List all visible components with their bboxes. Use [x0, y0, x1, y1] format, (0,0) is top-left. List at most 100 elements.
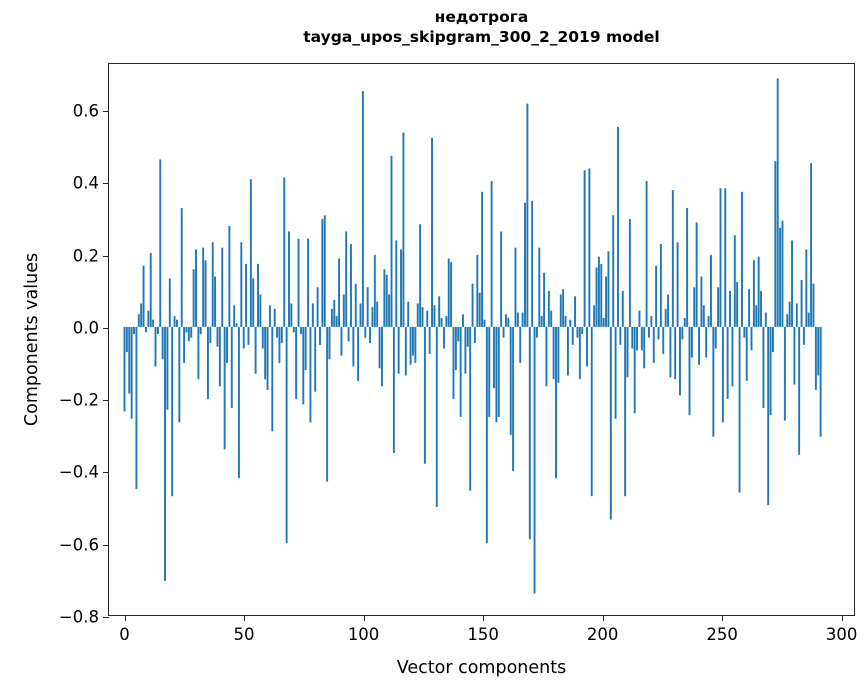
bar — [326, 326, 329, 482]
bar — [402, 132, 405, 327]
x-tick-label: 50 — [233, 625, 255, 644]
x-tick-label: 250 — [706, 625, 738, 644]
x-tick-mark — [483, 615, 485, 621]
bar — [390, 155, 393, 327]
bar — [717, 287, 720, 327]
bar — [180, 208, 183, 327]
bar — [145, 326, 147, 333]
bar — [795, 303, 798, 327]
bar — [674, 326, 677, 380]
x-tick-mark — [722, 615, 724, 621]
bar — [633, 326, 636, 414]
bar — [767, 326, 770, 506]
bar — [369, 326, 371, 344]
bar — [574, 296, 577, 327]
bar — [428, 326, 431, 354]
bar — [650, 316, 653, 327]
bar — [731, 326, 734, 387]
bar — [555, 326, 557, 479]
y-tick-mark — [103, 617, 109, 618]
bar — [378, 326, 381, 369]
bar — [476, 254, 479, 327]
bar — [469, 326, 472, 491]
bar — [237, 326, 240, 479]
bar — [683, 317, 686, 327]
bar — [395, 240, 398, 327]
bar — [688, 326, 691, 416]
bar — [814, 326, 817, 390]
y-tick-label: −0.6 — [58, 535, 99, 555]
bar — [512, 326, 515, 471]
bar — [459, 326, 462, 417]
x-tick-label: 100 — [347, 625, 380, 644]
bar-series — [123, 78, 822, 594]
bar — [748, 289, 751, 327]
bar — [712, 326, 715, 437]
bar — [433, 305, 436, 327]
bar — [645, 181, 648, 327]
bar — [276, 326, 279, 338]
bar — [667, 294, 669, 327]
bar — [235, 323, 238, 327]
bar — [736, 281, 739, 327]
bar — [564, 316, 567, 327]
bar — [407, 301, 410, 327]
bar — [764, 312, 767, 327]
bar — [299, 326, 302, 335]
bar — [233, 305, 236, 327]
bar — [628, 218, 631, 327]
bar — [371, 307, 374, 327]
bar — [519, 326, 522, 363]
bar — [149, 253, 152, 327]
bar — [485, 326, 488, 543]
bar — [581, 326, 584, 335]
y-tick-label: −0.2 — [58, 390, 99, 410]
bar — [483, 319, 486, 327]
bar — [435, 326, 438, 507]
bar — [364, 326, 367, 338]
chart-title: недотрога tayga_upos_skipgram_300_2_2019… — [108, 8, 855, 48]
bar — [140, 303, 143, 327]
bar — [221, 247, 224, 327]
bar — [388, 294, 391, 327]
bar — [214, 276, 217, 327]
bar — [781, 220, 784, 327]
bar — [135, 326, 138, 489]
bar — [576, 326, 579, 338]
bar — [192, 269, 195, 327]
bar — [264, 326, 267, 380]
plot-area — [109, 64, 854, 615]
bar — [462, 314, 464, 327]
bar — [593, 305, 596, 327]
bar — [278, 326, 281, 363]
bar — [714, 326, 717, 349]
bar — [638, 310, 641, 327]
bar — [478, 292, 481, 327]
bar — [648, 326, 650, 338]
title-line-2: tayga_upos_skipgram_300_2_2019 model — [303, 27, 660, 46]
y-tick-mark — [103, 544, 109, 546]
bar — [209, 326, 212, 344]
bar — [147, 310, 150, 327]
bar — [540, 316, 543, 327]
bar — [295, 326, 298, 399]
bar — [447, 258, 450, 327]
bar — [397, 326, 400, 374]
bar — [664, 308, 667, 327]
bar — [583, 170, 586, 327]
bar — [259, 294, 262, 327]
bar — [443, 326, 445, 349]
x-tick-mark — [124, 615, 126, 621]
bar — [307, 238, 310, 327]
bar — [671, 190, 674, 327]
bar — [679, 326, 681, 396]
bar — [569, 319, 572, 327]
bar — [705, 326, 708, 358]
bar — [500, 231, 503, 327]
bar — [283, 177, 286, 327]
bar — [247, 326, 250, 345]
bar — [373, 254, 376, 327]
bar — [490, 181, 493, 327]
bar — [292, 326, 295, 333]
bar — [786, 314, 789, 327]
